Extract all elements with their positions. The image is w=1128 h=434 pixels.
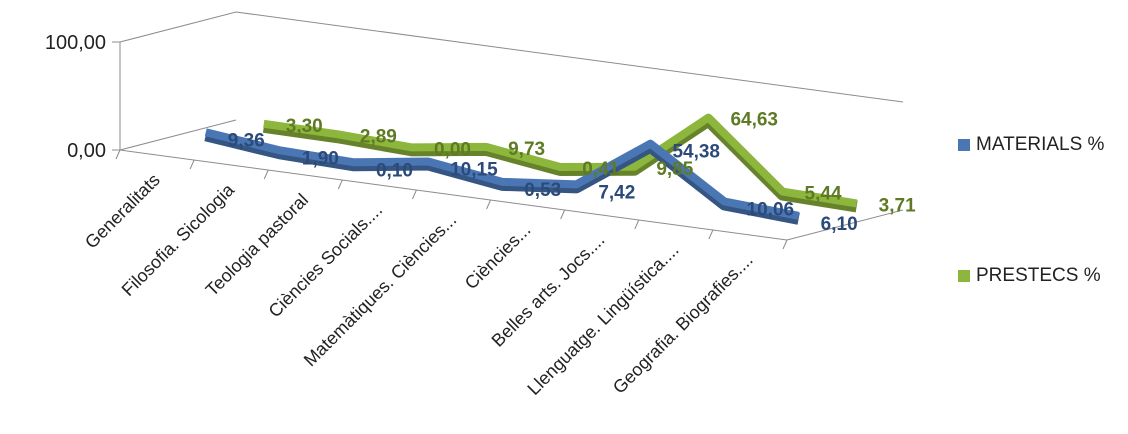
legend-label-prestecs: PRESTECS % [976, 265, 1101, 286]
data-label: 10,06 [747, 200, 795, 221]
legend-item-materials: MATERIALS % [958, 134, 1128, 156]
data-label: 6,10 [821, 214, 858, 235]
series-line [204, 128, 800, 220]
x-tick-mark [263, 169, 269, 180]
x-tick-label: Generalitats [81, 170, 164, 253]
legend-swatch-materials [958, 139, 970, 151]
x-tick-mark [411, 189, 417, 200]
x-tick-mark [115, 149, 121, 160]
axis-depth-line [119, 119, 237, 151]
y-tick-label: 0,00 [67, 140, 106, 162]
legend-swatch-prestecs [958, 270, 970, 282]
x-tick-label: Ciències... [461, 220, 535, 294]
x-tick-mark [634, 219, 640, 230]
x-tick-mark [560, 209, 566, 220]
data-label: 0,41 [582, 159, 619, 180]
legend-item-prestecs: PRESTECS % [958, 265, 1128, 287]
data-label: 0,10 [376, 160, 413, 181]
data-label: 7,42 [598, 182, 635, 203]
data-label: 3,30 [286, 116, 323, 137]
data-label: 3,71 [879, 195, 916, 216]
legend-label-materials: MATERIALS % [976, 134, 1105, 155]
x-tick-label: Matemàtiques. Ciències... [300, 210, 461, 371]
data-label: 54,38 [672, 142, 720, 163]
data-label: 9,36 [228, 130, 265, 151]
data-label: 1,90 [302, 148, 339, 169]
x-tick-label: Geografia. Biografies.... [609, 250, 757, 398]
x-tick-label: Llenguatge. Lingüística.... [523, 240, 682, 399]
x-tick-mark [337, 179, 343, 190]
chart-axes: 0,00 100,00 [45, 11, 904, 250]
data-label: 10,15 [450, 159, 498, 180]
axis-back-frame [119, 11, 904, 103]
x-tick-mark [189, 159, 195, 170]
chart-series [204, 113, 858, 225]
data-label: 9,85 [656, 159, 693, 180]
chart-data-labels: 3,30 2,89 0,00 9,73 0,41 9,85 64,63 5,44 3,71 9,3… [228, 110, 916, 235]
data-label: 0,00 [434, 139, 471, 160]
data-label: 0,53 [524, 180, 561, 201]
data-label: 5,44 [805, 184, 842, 205]
y-tick-label: 100,00 [45, 32, 106, 54]
x-tick-mark [782, 239, 788, 250]
x-tick-mark [486, 199, 492, 210]
series-line [263, 113, 858, 208]
data-label: 64,63 [730, 110, 778, 131]
data-label: 2,89 [360, 126, 397, 147]
axis-front-frame [119, 42, 904, 241]
data-label: 9,73 [508, 139, 545, 160]
x-tick-mark [708, 229, 714, 240]
